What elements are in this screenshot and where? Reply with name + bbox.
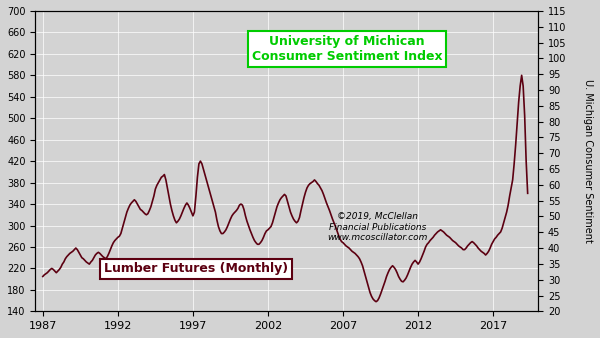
Y-axis label: U. Michigan Consumer Sentiment: U. Michigan Consumer Sentiment xyxy=(583,79,593,243)
Text: University of Michican
Consumer Sentiment Index: University of Michican Consumer Sentimen… xyxy=(252,35,442,63)
Text: Lumber Futures (Monthly): Lumber Futures (Monthly) xyxy=(104,262,288,275)
Text: ©2019, McClellan
Financial Publications
www.mcoscillator.com: ©2019, McClellan Financial Publications … xyxy=(327,212,427,242)
